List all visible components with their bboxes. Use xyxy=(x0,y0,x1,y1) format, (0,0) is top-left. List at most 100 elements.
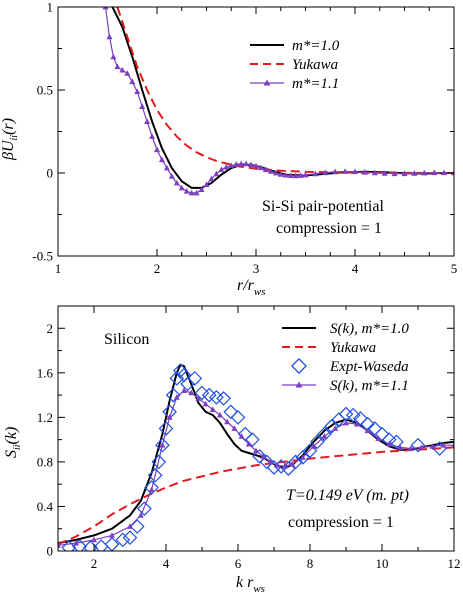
p2-point-s-k-m-1-1 xyxy=(137,512,144,518)
p2-point-expt-waseda xyxy=(317,426,332,442)
p2-legend-label-m10: S(k), m*=1.0 xyxy=(330,321,409,337)
p2-point-s-k-m-1-1 xyxy=(73,540,79,546)
p1-point-m-1-1 xyxy=(163,164,170,171)
p1-point-m-1-1 xyxy=(119,66,126,73)
p1-point-m-1-1 xyxy=(297,172,304,178)
p1-point-m-1-1 xyxy=(110,53,117,60)
p1-point-m-1-1 xyxy=(168,173,175,179)
p1-point-m-1-1 xyxy=(106,33,113,40)
p2-annotation-temperature: T=0.149 eV (m. pt) xyxy=(286,487,409,504)
p1-point-m-1-1 xyxy=(282,171,289,178)
p1-point-m-1-1 xyxy=(193,189,200,196)
p1-point-m-1-1 xyxy=(322,169,329,176)
p1-point-m-1-1 xyxy=(431,169,438,176)
p2-point-expt-waseda xyxy=(83,540,98,551)
p2-point-expt-waseda xyxy=(367,421,383,436)
p2-point-expt-waseda xyxy=(147,467,163,483)
p2-point-s-k-m-1-1 xyxy=(332,425,339,431)
p2-x-axis-title: k rws xyxy=(236,574,265,595)
p1-point-m-1-1 xyxy=(134,88,141,95)
p2-point-expt-waseda xyxy=(173,363,188,378)
p1-y-tick-label: 0 xyxy=(47,166,54,181)
p2-point-s-k-m-1-1 xyxy=(451,442,454,448)
p2-series-line-yukawa xyxy=(58,446,454,546)
p2-point-expt-waseda xyxy=(223,404,239,420)
p2-point-s-k-m-1-1 xyxy=(173,394,180,400)
p2-x-tick-label: 8 xyxy=(307,556,314,571)
p2-series-line-s-k-m-1-1 xyxy=(58,390,454,546)
p1-point-m-1-1 xyxy=(124,70,131,76)
p1-point-m-1-1 xyxy=(342,168,349,174)
p1-point-m-1-1 xyxy=(238,160,245,167)
p2-point-expt-waseda xyxy=(230,410,246,425)
p1-point-m-1-1 xyxy=(272,169,279,176)
p1-point-m-1-1 xyxy=(248,161,255,168)
p2-point-s-k-m-1-1 xyxy=(224,418,231,425)
p1-x-tick-label: 1 xyxy=(55,261,62,276)
p1-point-m-1-1 xyxy=(441,169,448,176)
p2-point-s-k-m-1-1 xyxy=(418,444,425,450)
p1-point-m-1-1 xyxy=(223,163,230,170)
p2-y-tick-label: 2 xyxy=(47,321,54,336)
p1-y-tick-label: 0.5 xyxy=(37,83,53,98)
p1-point-m-1-1 xyxy=(287,172,294,179)
p1-x-tick-label: 3 xyxy=(253,261,260,276)
p2-legend-marker-triangle xyxy=(295,381,303,388)
p2-point-s-k-m-1-1 xyxy=(289,460,295,467)
p2-ylabel-sub: ii xyxy=(12,444,23,450)
p2-legend-label-m11: S(k), m*=1.1 xyxy=(330,378,409,394)
p1-x-tick-label: 5 xyxy=(451,261,458,276)
p1-point-m-1-1 xyxy=(183,188,190,194)
p2-point-s-k-m-1-1 xyxy=(188,389,195,396)
p1-point-m-1-1 xyxy=(213,170,220,177)
p1-legend: m*=1.0 Yukawa m*=1.1 xyxy=(250,38,340,92)
p1-point-m-1-1 xyxy=(129,78,136,85)
p2-point-expt-waseda xyxy=(216,391,231,406)
p2-point-s-k-m-1-1 xyxy=(407,445,414,451)
p1-point-m-1-1 xyxy=(401,170,408,177)
p1-x-axis-title: r/rws xyxy=(237,277,266,298)
p2-legend-label-expt: Expt-Waseda xyxy=(329,359,409,375)
p2-legend: S(k), m*=1.0 Yukawa Expt-Waseda S(k), m*… xyxy=(282,321,409,394)
p1-point-m-1-1 xyxy=(277,171,284,177)
p2-point-expt-waseda xyxy=(353,411,368,426)
p1-y-axis-title: βUii(r) xyxy=(0,118,20,161)
p1-point-m-1-1 xyxy=(451,169,454,176)
p2-point-expt-waseda xyxy=(151,454,167,470)
p2-xlabel-main: k r xyxy=(236,574,254,591)
p2-point-s-k-m-1-1 xyxy=(238,433,245,439)
p1-point-m-1-1 xyxy=(421,169,428,176)
p2-y-tick-label: 0.8 xyxy=(37,454,53,469)
p2-point-s-k-m-1-1 xyxy=(267,458,274,465)
p2-x-tick-label: 10 xyxy=(376,556,389,571)
p1-series-line-m-1-1 xyxy=(104,7,454,194)
p1-legend-marker-triangle xyxy=(263,79,271,86)
p2-point-s-k-m-1-1 xyxy=(91,536,97,543)
p2-point-s-k-m-1-1 xyxy=(353,420,360,427)
p1-legend-label-yukawa: Yukawa xyxy=(292,57,338,73)
p2-annotation-compression: compression = 1 xyxy=(288,514,394,531)
p1-legend-label-m10: m*=1.0 xyxy=(292,38,340,54)
p2-point-s-k-m-1-1 xyxy=(321,433,328,439)
p2-point-s-k-m-1-1 xyxy=(397,444,403,450)
p2-point-expt-waseda xyxy=(410,437,426,453)
p1-x-tick-label: 4 xyxy=(352,261,359,276)
p1-point-m-1-1 xyxy=(173,179,180,186)
p1-point-m-1-1 xyxy=(154,146,160,153)
p2-point-expt-waseda xyxy=(137,501,152,517)
p1-point-m-1-1 xyxy=(253,162,259,169)
p2-point-expt-waseda xyxy=(252,448,267,464)
p2-point-s-k-m-1-1 xyxy=(440,442,447,448)
p2-series-markers xyxy=(58,363,454,551)
p2-point-expt-waseda xyxy=(115,532,131,548)
p1-point-m-1-1 xyxy=(262,166,269,173)
p2-legend-label-yukawa: Yukawa xyxy=(330,340,376,356)
p2-point-expt-waseda xyxy=(201,387,217,403)
p2-point-s-k-m-1-1 xyxy=(253,447,259,454)
p1-point-m-1-1 xyxy=(198,186,205,192)
p2-point-s-k-m-1-1 xyxy=(209,406,216,412)
p2-point-s-k-m-1-1 xyxy=(343,419,349,426)
p2-point-expt-waseda xyxy=(309,434,325,450)
p2-point-s-k-m-1-1 xyxy=(195,395,202,401)
